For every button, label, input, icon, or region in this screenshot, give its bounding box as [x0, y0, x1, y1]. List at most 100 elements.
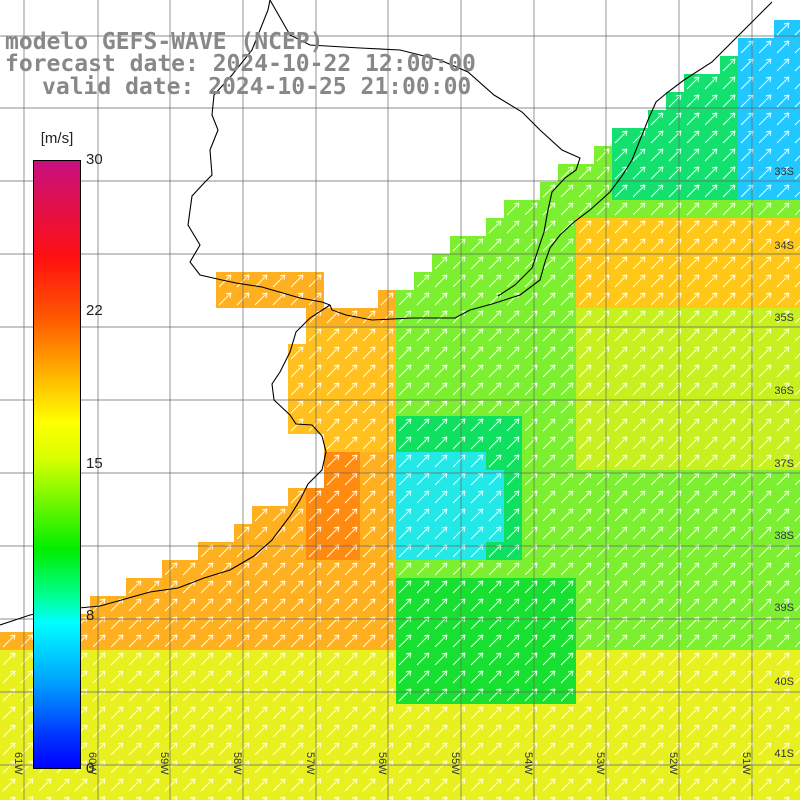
wind-arrow — [614, 328, 628, 342]
wind-arrow — [362, 634, 376, 648]
field-cell — [720, 794, 738, 800]
wind-arrow — [686, 148, 700, 162]
wind-arrow — [596, 508, 610, 522]
wind-arrow — [650, 274, 664, 288]
wind-arrow — [308, 724, 322, 738]
wind-arrow — [704, 724, 718, 738]
wind-arrow — [416, 454, 430, 468]
wind-arrow — [434, 706, 448, 720]
wind-arrow — [344, 634, 358, 648]
wind-arrow — [308, 292, 322, 306]
wind-arrow — [686, 706, 700, 720]
wind-arrow — [596, 688, 610, 702]
wind-arrow — [704, 652, 718, 666]
wind-arrow — [542, 652, 556, 666]
wind-arrow — [20, 652, 34, 666]
wind-arrow — [182, 652, 196, 666]
wind-arrow — [758, 220, 772, 234]
wind-arrow — [560, 274, 574, 288]
forecast-date: forecast date: 2024-10-22 12:00:00 — [5, 51, 476, 77]
wind-arrow — [344, 598, 358, 612]
wind-arrow — [524, 400, 538, 414]
wind-arrow — [146, 724, 160, 738]
wind-arrow — [686, 274, 700, 288]
wind-arrow — [218, 670, 232, 684]
wind-arrow — [614, 562, 628, 576]
wind-arrow — [308, 400, 322, 414]
wind-arrow — [344, 454, 358, 468]
wind-field — [0, 20, 800, 800]
wind-arrow — [506, 508, 520, 522]
field-cell — [792, 560, 800, 578]
wind-arrow — [794, 731, 800, 738]
wind-arrow — [776, 400, 790, 414]
wind-arrow — [146, 706, 160, 720]
wind-arrow — [776, 274, 790, 288]
field-cell — [54, 794, 72, 800]
wind-arrow — [398, 652, 412, 666]
wind-arrow — [434, 688, 448, 702]
wind-arrow — [146, 580, 160, 594]
wind-arrow — [272, 724, 286, 738]
wind-arrow — [686, 742, 700, 756]
wind-arrow — [758, 256, 772, 270]
wind-arrow — [416, 292, 430, 306]
wind-arrow — [686, 328, 700, 342]
wind-arrow — [614, 364, 628, 378]
field-cell — [792, 398, 800, 416]
wind-arrow — [776, 706, 790, 720]
wind-arrow — [686, 310, 700, 324]
wind-arrow — [290, 274, 304, 288]
wind-arrow — [398, 526, 412, 540]
wind-arrow — [524, 220, 538, 234]
wind-arrow — [488, 400, 502, 414]
field-cell — [792, 218, 800, 236]
wind-arrow — [308, 526, 322, 540]
wind-arrow — [488, 490, 502, 504]
field-cell — [792, 74, 800, 92]
wind-arrow — [686, 652, 700, 666]
wind-arrow — [560, 508, 574, 522]
wind-arrow — [578, 400, 592, 414]
wind-arrow — [362, 490, 376, 504]
field-cell — [666, 794, 684, 800]
wind-arrow — [560, 238, 574, 252]
wind-arrow — [632, 328, 646, 342]
wind-arrow — [380, 562, 394, 576]
wind-arrow — [758, 490, 772, 504]
wind-arrow — [290, 670, 304, 684]
field-cell — [486, 794, 504, 800]
wind-arrow — [362, 436, 376, 450]
wind-arrow — [92, 670, 106, 684]
wind-arrow — [542, 202, 556, 216]
wind-arrow — [614, 742, 628, 756]
wind-arrow — [596, 220, 610, 234]
wind-arrow — [362, 310, 376, 324]
wind-arrow — [146, 742, 160, 756]
wind-arrow — [704, 778, 718, 792]
wind-arrow — [272, 598, 286, 612]
wind-arrow — [326, 436, 340, 450]
wind-arrow — [308, 706, 322, 720]
wind-arrow — [254, 706, 268, 720]
lat-label-37s: 37S — [774, 458, 794, 470]
wind-arrow — [686, 670, 700, 684]
wind-arrow — [560, 598, 574, 612]
wind-arrow — [110, 652, 124, 666]
wind-arrow — [596, 526, 610, 540]
wind-arrow — [722, 670, 736, 684]
wind-arrow — [758, 112, 772, 126]
wind-arrow — [200, 652, 214, 666]
wind-arrow — [632, 202, 646, 216]
wind-arrow — [542, 526, 556, 540]
wind-arrow — [794, 263, 800, 270]
wind-arrow — [686, 166, 700, 180]
wind-arrow — [326, 508, 340, 522]
wind-arrow — [542, 328, 556, 342]
wind-arrow — [560, 634, 574, 648]
wind-arrow — [758, 40, 772, 54]
wind-arrow — [326, 382, 340, 396]
wind-arrow — [632, 688, 646, 702]
wind-arrow — [596, 418, 610, 432]
wind-arrow — [596, 166, 610, 180]
